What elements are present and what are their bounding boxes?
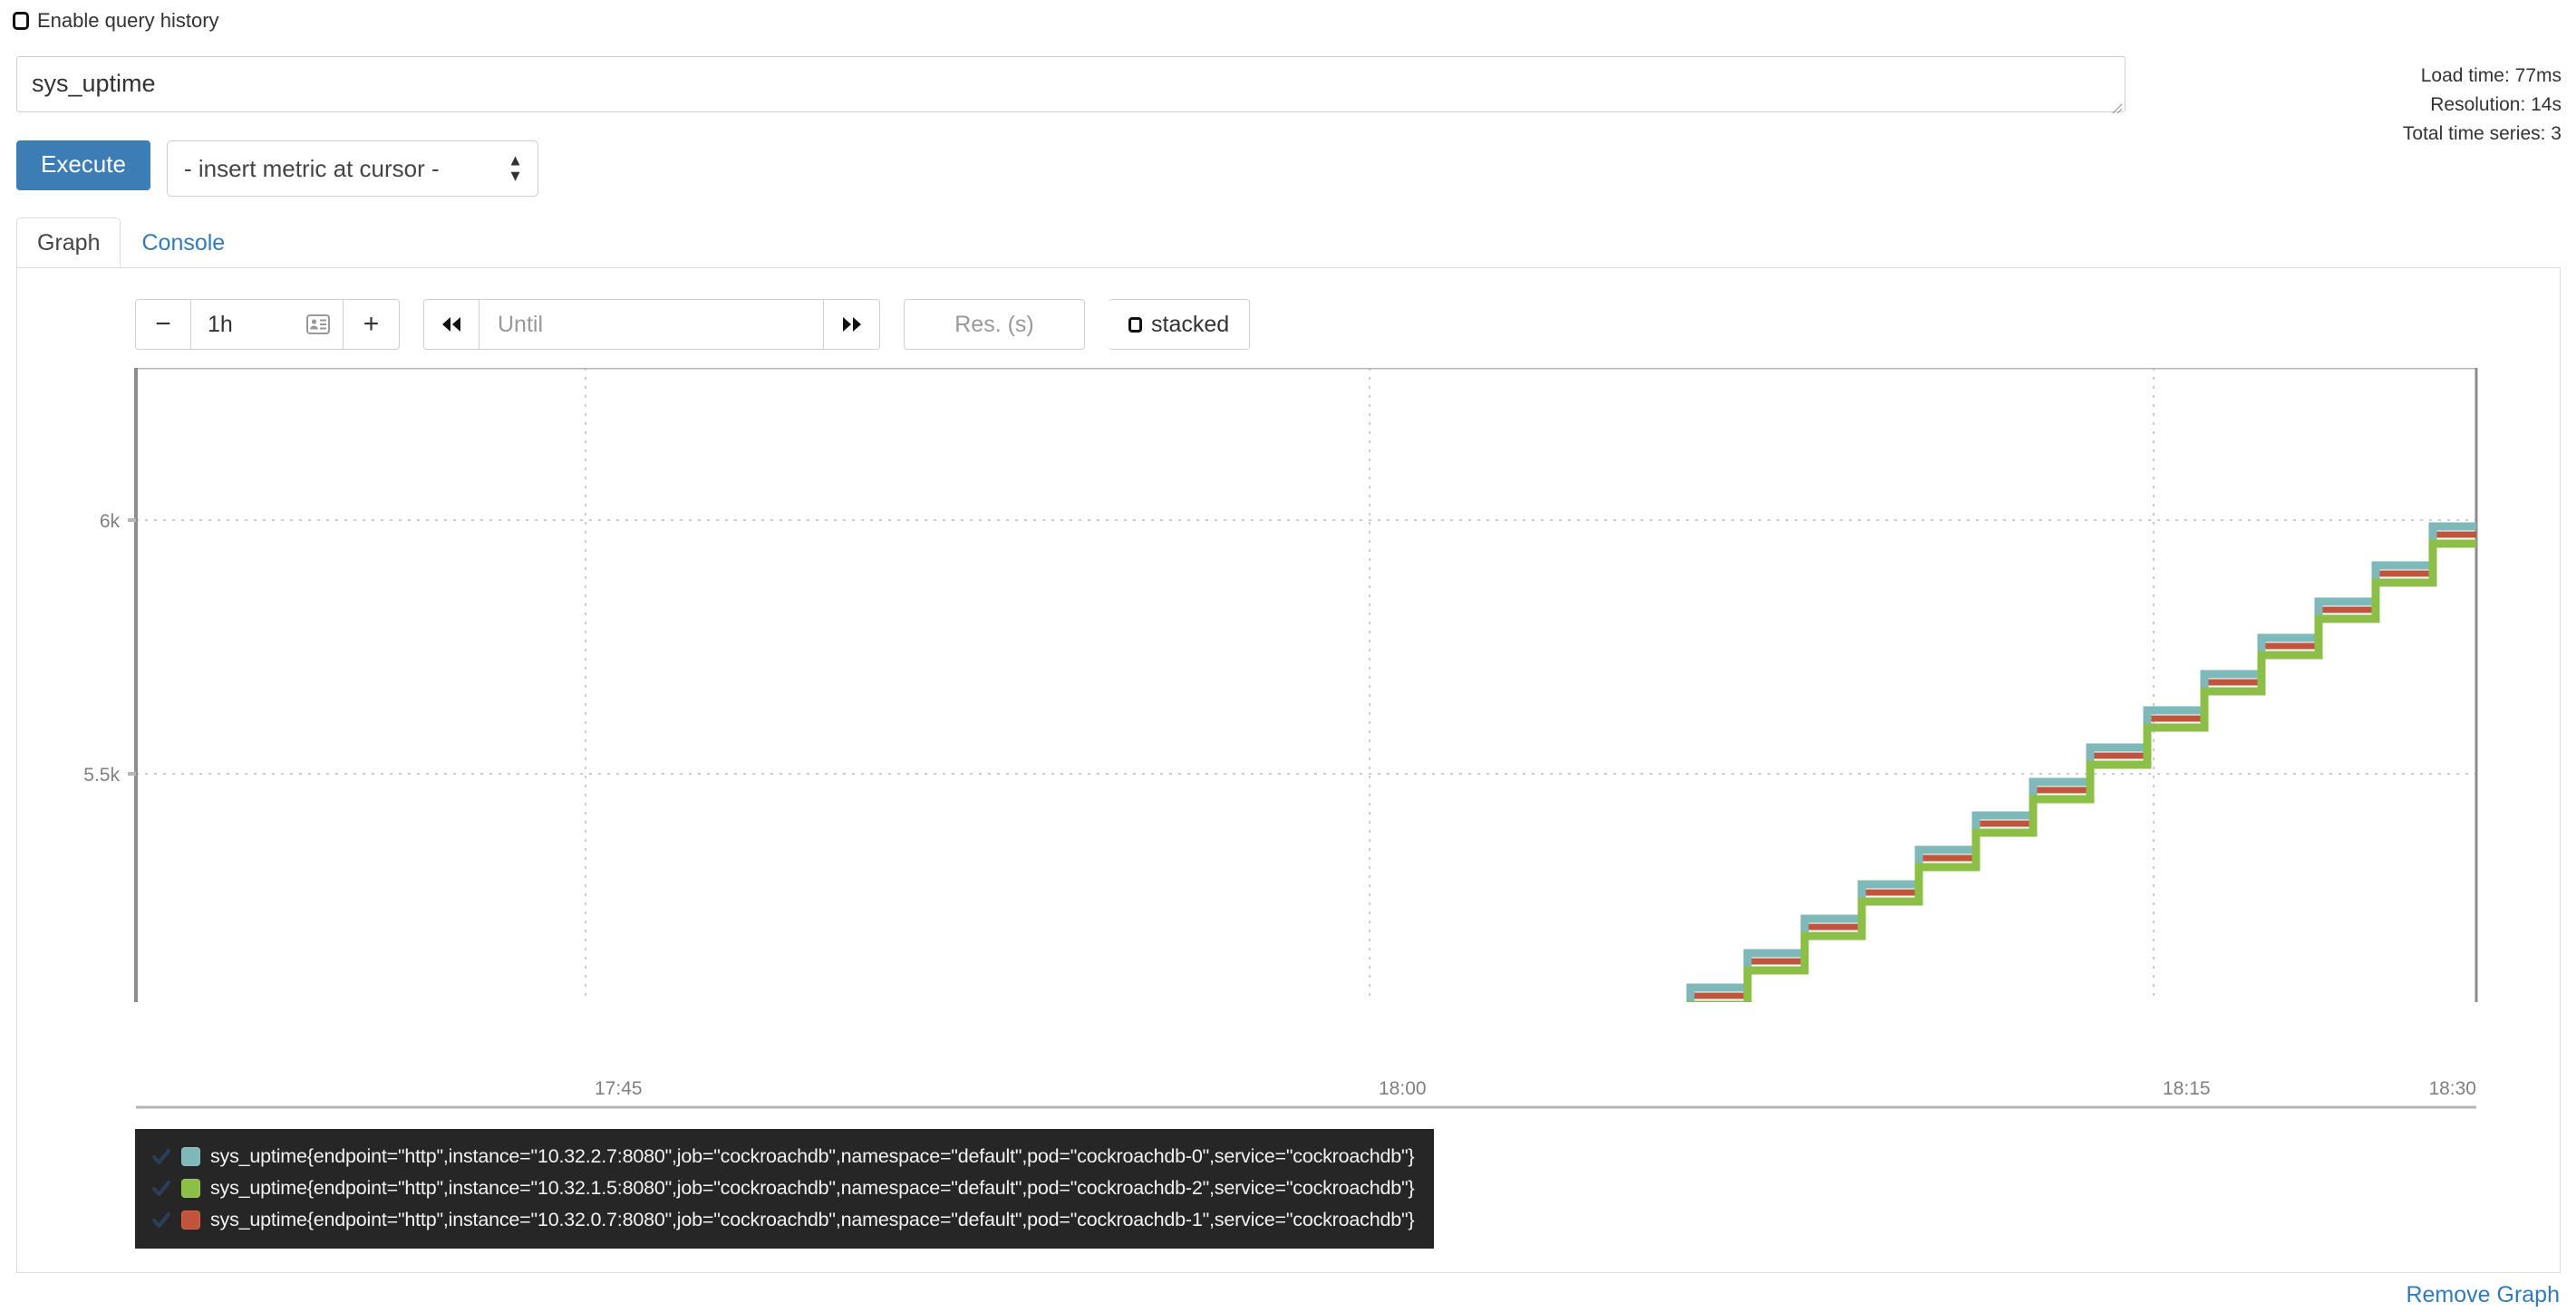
graph-chart[interactable]: 6k 5.5k 5k	[17, 368, 2561, 1002]
y-tick-label: 5.5k	[83, 765, 120, 786]
step-forward-button[interactable]	[824, 299, 880, 350]
chart-svg[interactable]: 6k 5.5k 5k	[17, 368, 2561, 1002]
step-backward-button[interactable]	[423, 299, 479, 350]
tab-graph[interactable]: Graph	[16, 217, 121, 267]
legend-color-swatch	[181, 1179, 200, 1198]
legend-item[interactable]: sys_uptime{endpoint="http",instance="10.…	[151, 1204, 1415, 1236]
graph-panel: − 1h +	[16, 267, 2561, 1273]
stacked-toggle[interactable]: stacked	[1109, 299, 1251, 350]
query-input-wrapper	[16, 56, 2126, 117]
view-tabs: Graph Console	[16, 217, 246, 267]
remove-graph-link[interactable]: Remove Graph	[2406, 1282, 2560, 1307]
x-tick-label: 18:15	[2163, 1078, 2211, 1099]
range-decrease-button[interactable]: −	[135, 299, 191, 350]
range-increase-button[interactable]: +	[344, 299, 400, 350]
until-placeholder: Until	[498, 311, 544, 337]
legend-label: sys_uptime{endpoint="http",instance="10.…	[210, 1145, 1415, 1167]
legend-item[interactable]: sys_uptime{endpoint="http",instance="10.…	[151, 1172, 1415, 1204]
double-chevron-right-icon	[842, 317, 861, 332]
checkbox-icon[interactable]	[1128, 316, 1142, 333]
query-stats: Load time: 77ms Resolution: 14s Total ti…	[2403, 62, 2561, 149]
y-axis-tick-labels: 6k 5.5k 5k	[83, 511, 121, 786]
chart-grid	[136, 368, 2476, 1002]
legend-color-swatch	[181, 1147, 200, 1166]
range-group: − 1h +	[135, 299, 400, 350]
legend-color-swatch	[181, 1211, 200, 1230]
chart-legend: sys_uptime{endpoint="http",instance="10.…	[135, 1129, 1435, 1249]
resolution: Resolution: 14s	[2430, 93, 2561, 115]
spinner-updown-icon[interactable]: ▲ ▼	[508, 151, 523, 184]
legend-label: sys_uptime{endpoint="http",instance="10.…	[210, 1177, 1415, 1199]
legend-label: sys_uptime{endpoint="http",instance="10.…	[210, 1209, 1415, 1230]
time-nav-group: Until	[423, 299, 880, 350]
x-axis: 17:45 18:00 18:15 18:30	[136, 1078, 2476, 1109]
double-chevron-left-icon	[442, 317, 460, 332]
series-teal	[1686, 522, 2476, 1002]
check-icon[interactable]	[151, 1211, 171, 1230]
range-toolbar: − 1h +	[135, 299, 1251, 350]
until-input[interactable]: Until	[479, 299, 824, 350]
tab-console[interactable]: Console	[141, 230, 226, 256]
calendar-range-icon[interactable]	[306, 314, 330, 334]
query-input[interactable]	[16, 56, 2126, 112]
y-tick-label: 6k	[100, 511, 121, 532]
load-time: Load time: 77ms	[2420, 65, 2561, 86]
total-time-series: Total time series: 3	[2402, 122, 2561, 144]
x-tick-label: 18:30	[2428, 1078, 2476, 1099]
legend-item[interactable]: sys_uptime{endpoint="http",instance="10.…	[151, 1141, 1415, 1172]
range-input[interactable]: 1h	[191, 299, 344, 350]
resolution-input[interactable]: Res. (s)	[904, 299, 1085, 350]
execute-button[interactable]: Execute	[16, 140, 150, 190]
resolution-placeholder: Res. (s)	[954, 311, 1034, 337]
series-green	[1686, 539, 2476, 1002]
check-icon[interactable]	[151, 1147, 171, 1167]
chart-axes	[128, 368, 2478, 1002]
metric-select[interactable]: - insert metric at cursor - ▲ ▼	[166, 140, 538, 197]
execute-row: Execute - insert metric at cursor - ▲ ▼	[16, 140, 538, 197]
metric-select-value: - insert metric at cursor -	[183, 154, 440, 182]
x-tick-label: 18:00	[1379, 1078, 1427, 1099]
check-icon[interactable]	[151, 1179, 171, 1199]
range-value: 1h	[208, 311, 233, 337]
stacked-label: stacked	[1151, 311, 1230, 337]
query-history-toggle[interactable]: Enable query history	[13, 9, 219, 33]
x-tick-label: 17:45	[595, 1078, 643, 1099]
checkbox-icon[interactable]	[13, 12, 29, 30]
query-history-label: Enable query history	[37, 9, 219, 32]
